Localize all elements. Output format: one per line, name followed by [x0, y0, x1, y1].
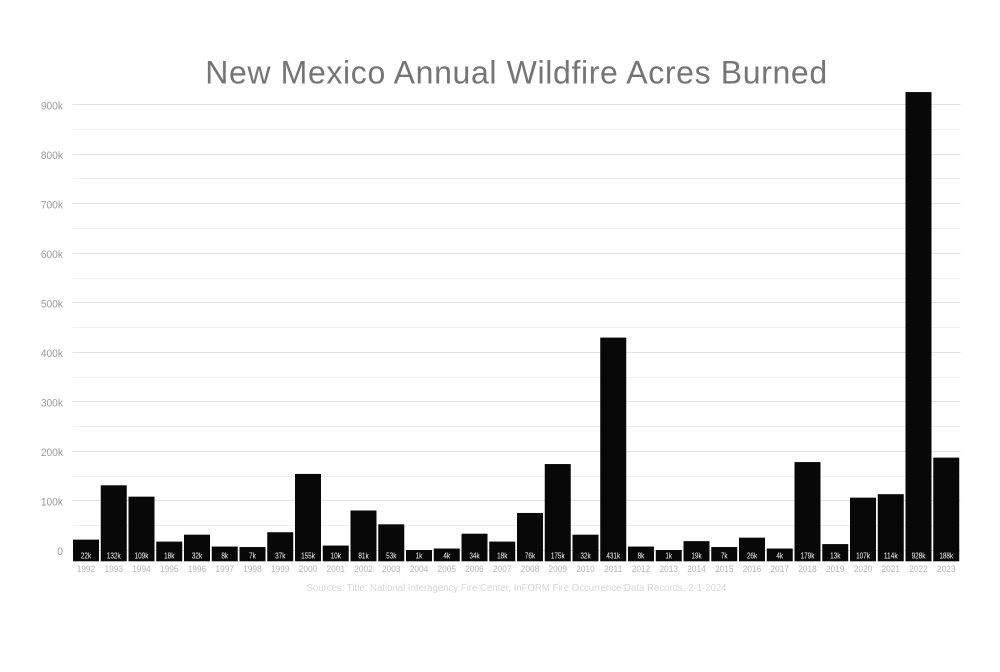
svg-text:1k: 1k	[416, 551, 423, 560]
svg-text:900k: 900k	[41, 100, 64, 112]
svg-text:18k: 18k	[164, 551, 174, 560]
svg-text:179k: 179k	[801, 551, 815, 560]
svg-text:928k: 928k	[912, 551, 926, 560]
svg-text:34k: 34k	[469, 551, 479, 560]
svg-text:2006: 2006	[465, 564, 483, 574]
svg-text:New Mexico Annual Wildfire Acr: New Mexico Annual Wildfire Acres Burned	[205, 54, 828, 90]
svg-text:2007: 2007	[493, 564, 511, 574]
svg-text:2012: 2012	[632, 564, 650, 574]
svg-text:155k: 155k	[301, 551, 315, 560]
svg-text:22k: 22k	[81, 551, 91, 560]
svg-text:1999: 1999	[271, 564, 289, 574]
svg-text:2015: 2015	[715, 564, 733, 574]
svg-text:7k: 7k	[249, 551, 256, 560]
svg-text:2021: 2021	[882, 564, 900, 574]
svg-text:13k: 13k	[830, 551, 840, 560]
svg-text:2018: 2018	[798, 564, 816, 574]
svg-text:0: 0	[57, 546, 63, 558]
svg-text:81k: 81k	[358, 551, 368, 560]
svg-text:188k: 188k	[939, 551, 953, 560]
svg-text:1997: 1997	[216, 564, 234, 574]
svg-text:76k: 76k	[525, 551, 535, 560]
svg-text:300k: 300k	[41, 397, 64, 409]
svg-text:175k: 175k	[551, 551, 565, 560]
svg-text:32k: 32k	[192, 551, 202, 560]
svg-text:2002: 2002	[354, 564, 372, 574]
svg-text:1998: 1998	[243, 564, 261, 574]
svg-text:18k: 18k	[497, 551, 507, 560]
svg-text:132k: 132k	[107, 551, 121, 560]
svg-text:2020: 2020	[854, 564, 872, 574]
svg-text:1996: 1996	[188, 564, 206, 574]
svg-text:2001: 2001	[327, 564, 345, 574]
svg-text:32k: 32k	[580, 551, 590, 560]
svg-text:1994: 1994	[132, 564, 150, 574]
svg-text:100k: 100k	[41, 496, 64, 508]
svg-text:2009: 2009	[549, 564, 567, 574]
svg-text:8k: 8k	[221, 551, 228, 560]
svg-text:2014: 2014	[687, 564, 705, 574]
svg-text:7k: 7k	[721, 551, 728, 560]
svg-text:53k: 53k	[386, 551, 396, 560]
svg-text:2022: 2022	[909, 564, 927, 574]
svg-text:2013: 2013	[660, 564, 678, 574]
svg-text:700k: 700k	[41, 199, 64, 211]
svg-text:2023: 2023	[937, 564, 955, 574]
svg-text:37k: 37k	[275, 551, 285, 560]
svg-text:400k: 400k	[41, 348, 64, 360]
svg-text:2016: 2016	[743, 564, 761, 574]
svg-text:500k: 500k	[41, 298, 64, 310]
svg-text:600k: 600k	[41, 249, 64, 261]
svg-text:2010: 2010	[576, 564, 594, 574]
svg-text:1992: 1992	[77, 564, 95, 574]
svg-text:1995: 1995	[160, 564, 178, 574]
svg-text:2005: 2005	[438, 564, 456, 574]
svg-text:19k: 19k	[691, 551, 701, 560]
svg-text:8k: 8k	[638, 551, 645, 560]
svg-text:1993: 1993	[105, 564, 123, 574]
svg-text:Sources: Title: National Inter: Sources: Title: National Interagency Fir…	[307, 583, 727, 594]
svg-text:107k: 107k	[856, 551, 870, 560]
svg-text:4k: 4k	[776, 551, 783, 560]
svg-text:1k: 1k	[665, 551, 672, 560]
svg-text:2011: 2011	[604, 564, 622, 574]
svg-text:800k: 800k	[41, 150, 64, 162]
svg-text:431k: 431k	[606, 551, 620, 560]
svg-text:2003: 2003	[382, 564, 400, 574]
svg-text:2019: 2019	[826, 564, 844, 574]
svg-text:2004: 2004	[410, 564, 428, 574]
svg-text:4k: 4k	[443, 551, 450, 560]
svg-text:109k: 109k	[135, 551, 149, 560]
svg-text:200k: 200k	[41, 447, 64, 459]
svg-text:26k: 26k	[747, 551, 757, 560]
svg-text:2008: 2008	[521, 564, 539, 574]
svg-text:10k: 10k	[331, 551, 341, 560]
svg-text:114k: 114k	[884, 551, 898, 560]
svg-text:2017: 2017	[771, 564, 789, 574]
svg-text:2000: 2000	[299, 564, 317, 574]
